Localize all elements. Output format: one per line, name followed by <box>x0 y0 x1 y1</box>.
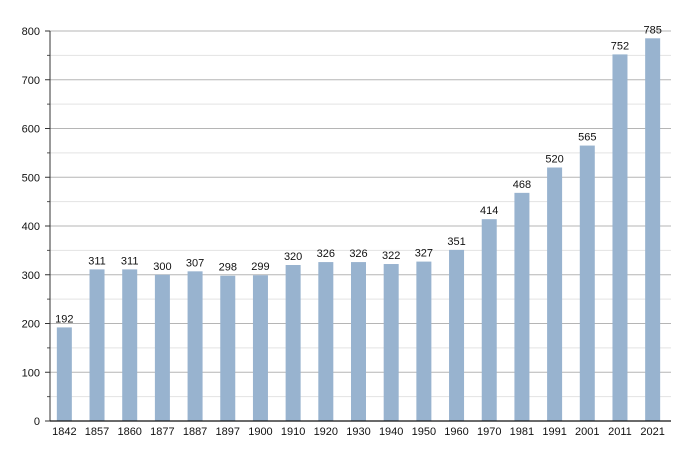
data-label: 414 <box>480 205 498 217</box>
bar-1900 <box>252 275 268 421</box>
x-tick-label: 1991 <box>542 426 566 438</box>
data-label: 326 <box>317 248 335 260</box>
data-label: 320 <box>284 251 302 263</box>
x-tick-label: 1970 <box>477 426 501 438</box>
data-label: 298 <box>219 262 237 274</box>
bar-1860 <box>122 269 138 421</box>
data-label: 785 <box>643 24 661 36</box>
x-tick-label: 1857 <box>85 426 109 438</box>
bar-1910 <box>285 265 301 421</box>
x-tick-label: 1877 <box>150 426 174 438</box>
bar-1887 <box>187 271 203 421</box>
bar-1970 <box>481 219 497 421</box>
bar-1857 <box>89 269 105 421</box>
y-tick-label: 700 <box>22 75 40 87</box>
x-tick-label: 2001 <box>575 426 599 438</box>
data-label: 752 <box>611 40 629 52</box>
data-label: 326 <box>349 248 367 260</box>
bar-1877 <box>154 274 170 421</box>
x-tick-label: 1960 <box>444 426 468 438</box>
x-tick-label: 1930 <box>346 426 370 438</box>
x-tick-label: 1897 <box>216 426 240 438</box>
data-label: 351 <box>447 236 465 248</box>
bar-2001 <box>579 145 595 421</box>
y-tick-label: 100 <box>22 367 40 379</box>
x-tick-label: 1887 <box>183 426 207 438</box>
bar-1981 <box>514 192 530 421</box>
y-tick-label: 400 <box>22 221 40 233</box>
bar-1842 <box>56 327 72 421</box>
y-tick-label: 600 <box>22 124 40 136</box>
bar-1950 <box>416 261 432 421</box>
x-tick-label: 2021 <box>640 426 664 438</box>
x-tick-label: 2011 <box>608 426 632 438</box>
y-tick-label: 800 <box>22 26 40 38</box>
bar-2021 <box>645 38 661 421</box>
data-label: 311 <box>88 255 106 267</box>
x-tick-label: 1920 <box>314 426 338 438</box>
x-tick-label: 1842 <box>52 426 76 438</box>
data-label: 327 <box>415 248 433 260</box>
bar-1897 <box>220 275 236 421</box>
x-tick-label: 1981 <box>510 426 534 438</box>
data-label: 300 <box>153 261 171 273</box>
x-tick-label: 1950 <box>412 426 436 438</box>
data-label: 311 <box>121 255 139 267</box>
x-tick-label: 1910 <box>281 426 305 438</box>
y-tick-label: 300 <box>22 270 40 282</box>
x-tick-label: 1900 <box>248 426 272 438</box>
data-label: 565 <box>578 132 596 144</box>
bar-1930 <box>351 262 366 421</box>
data-label: 299 <box>251 261 269 273</box>
data-label: 520 <box>545 154 563 166</box>
x-tick-label: 1860 <box>117 426 141 438</box>
x-tick-label: 1940 <box>379 426 403 438</box>
bar-2011 <box>612 54 628 422</box>
data-label: 307 <box>186 257 204 269</box>
bar-1960 <box>449 249 465 421</box>
bar-1940 <box>383 264 399 421</box>
bar-1920 <box>318 262 334 421</box>
y-tick-label: 200 <box>22 319 40 331</box>
y-tick-label: 500 <box>22 172 40 184</box>
y-tick-label: 0 <box>34 416 40 428</box>
bar-1991 <box>547 167 563 421</box>
data-label: 192 <box>55 313 73 325</box>
data-label: 468 <box>513 179 531 191</box>
data-label: 322 <box>382 250 400 262</box>
